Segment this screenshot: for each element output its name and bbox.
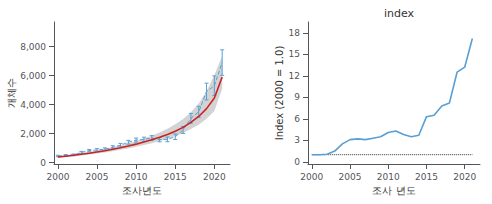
svg-text:index: index xyxy=(384,7,415,20)
svg-text:2020: 2020 xyxy=(203,172,226,182)
svg-text:4,000: 4,000 xyxy=(20,100,46,110)
svg-text:0: 0 xyxy=(40,158,46,168)
svg-text:0: 0 xyxy=(294,157,300,167)
svg-text:15: 15 xyxy=(289,49,300,59)
svg-text:6,000: 6,000 xyxy=(20,71,46,81)
svg-text:9: 9 xyxy=(294,92,300,102)
svg-text:2015: 2015 xyxy=(415,172,438,182)
svg-text:조사 년도: 조사 년도 xyxy=(372,185,415,196)
svg-text:3: 3 xyxy=(294,135,300,145)
svg-text:8,000: 8,000 xyxy=(20,42,46,52)
svg-text:2,000: 2,000 xyxy=(20,129,46,139)
svg-text:2020: 2020 xyxy=(453,172,476,182)
svg-text:2005: 2005 xyxy=(86,172,109,182)
svg-text:2015: 2015 xyxy=(164,172,187,182)
svg-text:18: 18 xyxy=(289,28,301,38)
svg-text:개체수: 개체수 xyxy=(6,78,17,108)
svg-text:2010: 2010 xyxy=(125,172,148,182)
svg-text:조사년도: 조사년도 xyxy=(122,185,162,196)
svg-text:6: 6 xyxy=(294,114,300,124)
svg-text:2000: 2000 xyxy=(46,172,69,182)
svg-text:12: 12 xyxy=(289,71,300,81)
svg-text:Index (2000 = 1.0): Index (2000 = 1.0) xyxy=(274,46,285,141)
svg-text:2010: 2010 xyxy=(377,172,400,182)
svg-text:2000: 2000 xyxy=(300,172,323,182)
svg-text:2005: 2005 xyxy=(339,172,362,182)
